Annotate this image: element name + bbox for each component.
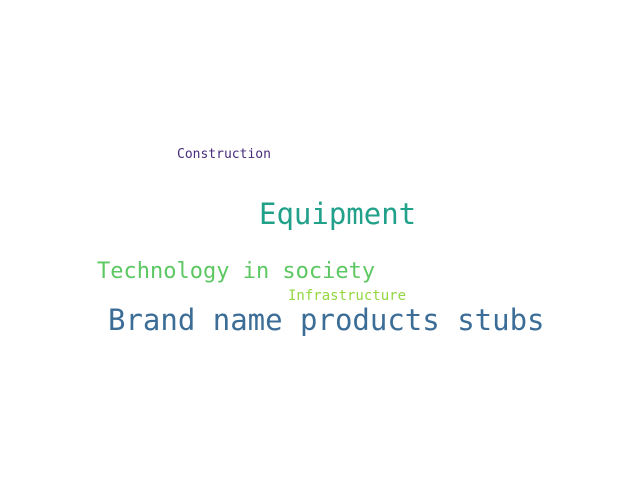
word-construction: Construction [177, 147, 271, 162]
word-infrastructure: Infrastructure [288, 288, 407, 304]
word-equipment: Equipment [259, 197, 417, 231]
word-brand-name-products-stubs: Brand name products stubs [108, 303, 545, 337]
word-technology-in-society: Technology in society [97, 259, 376, 284]
